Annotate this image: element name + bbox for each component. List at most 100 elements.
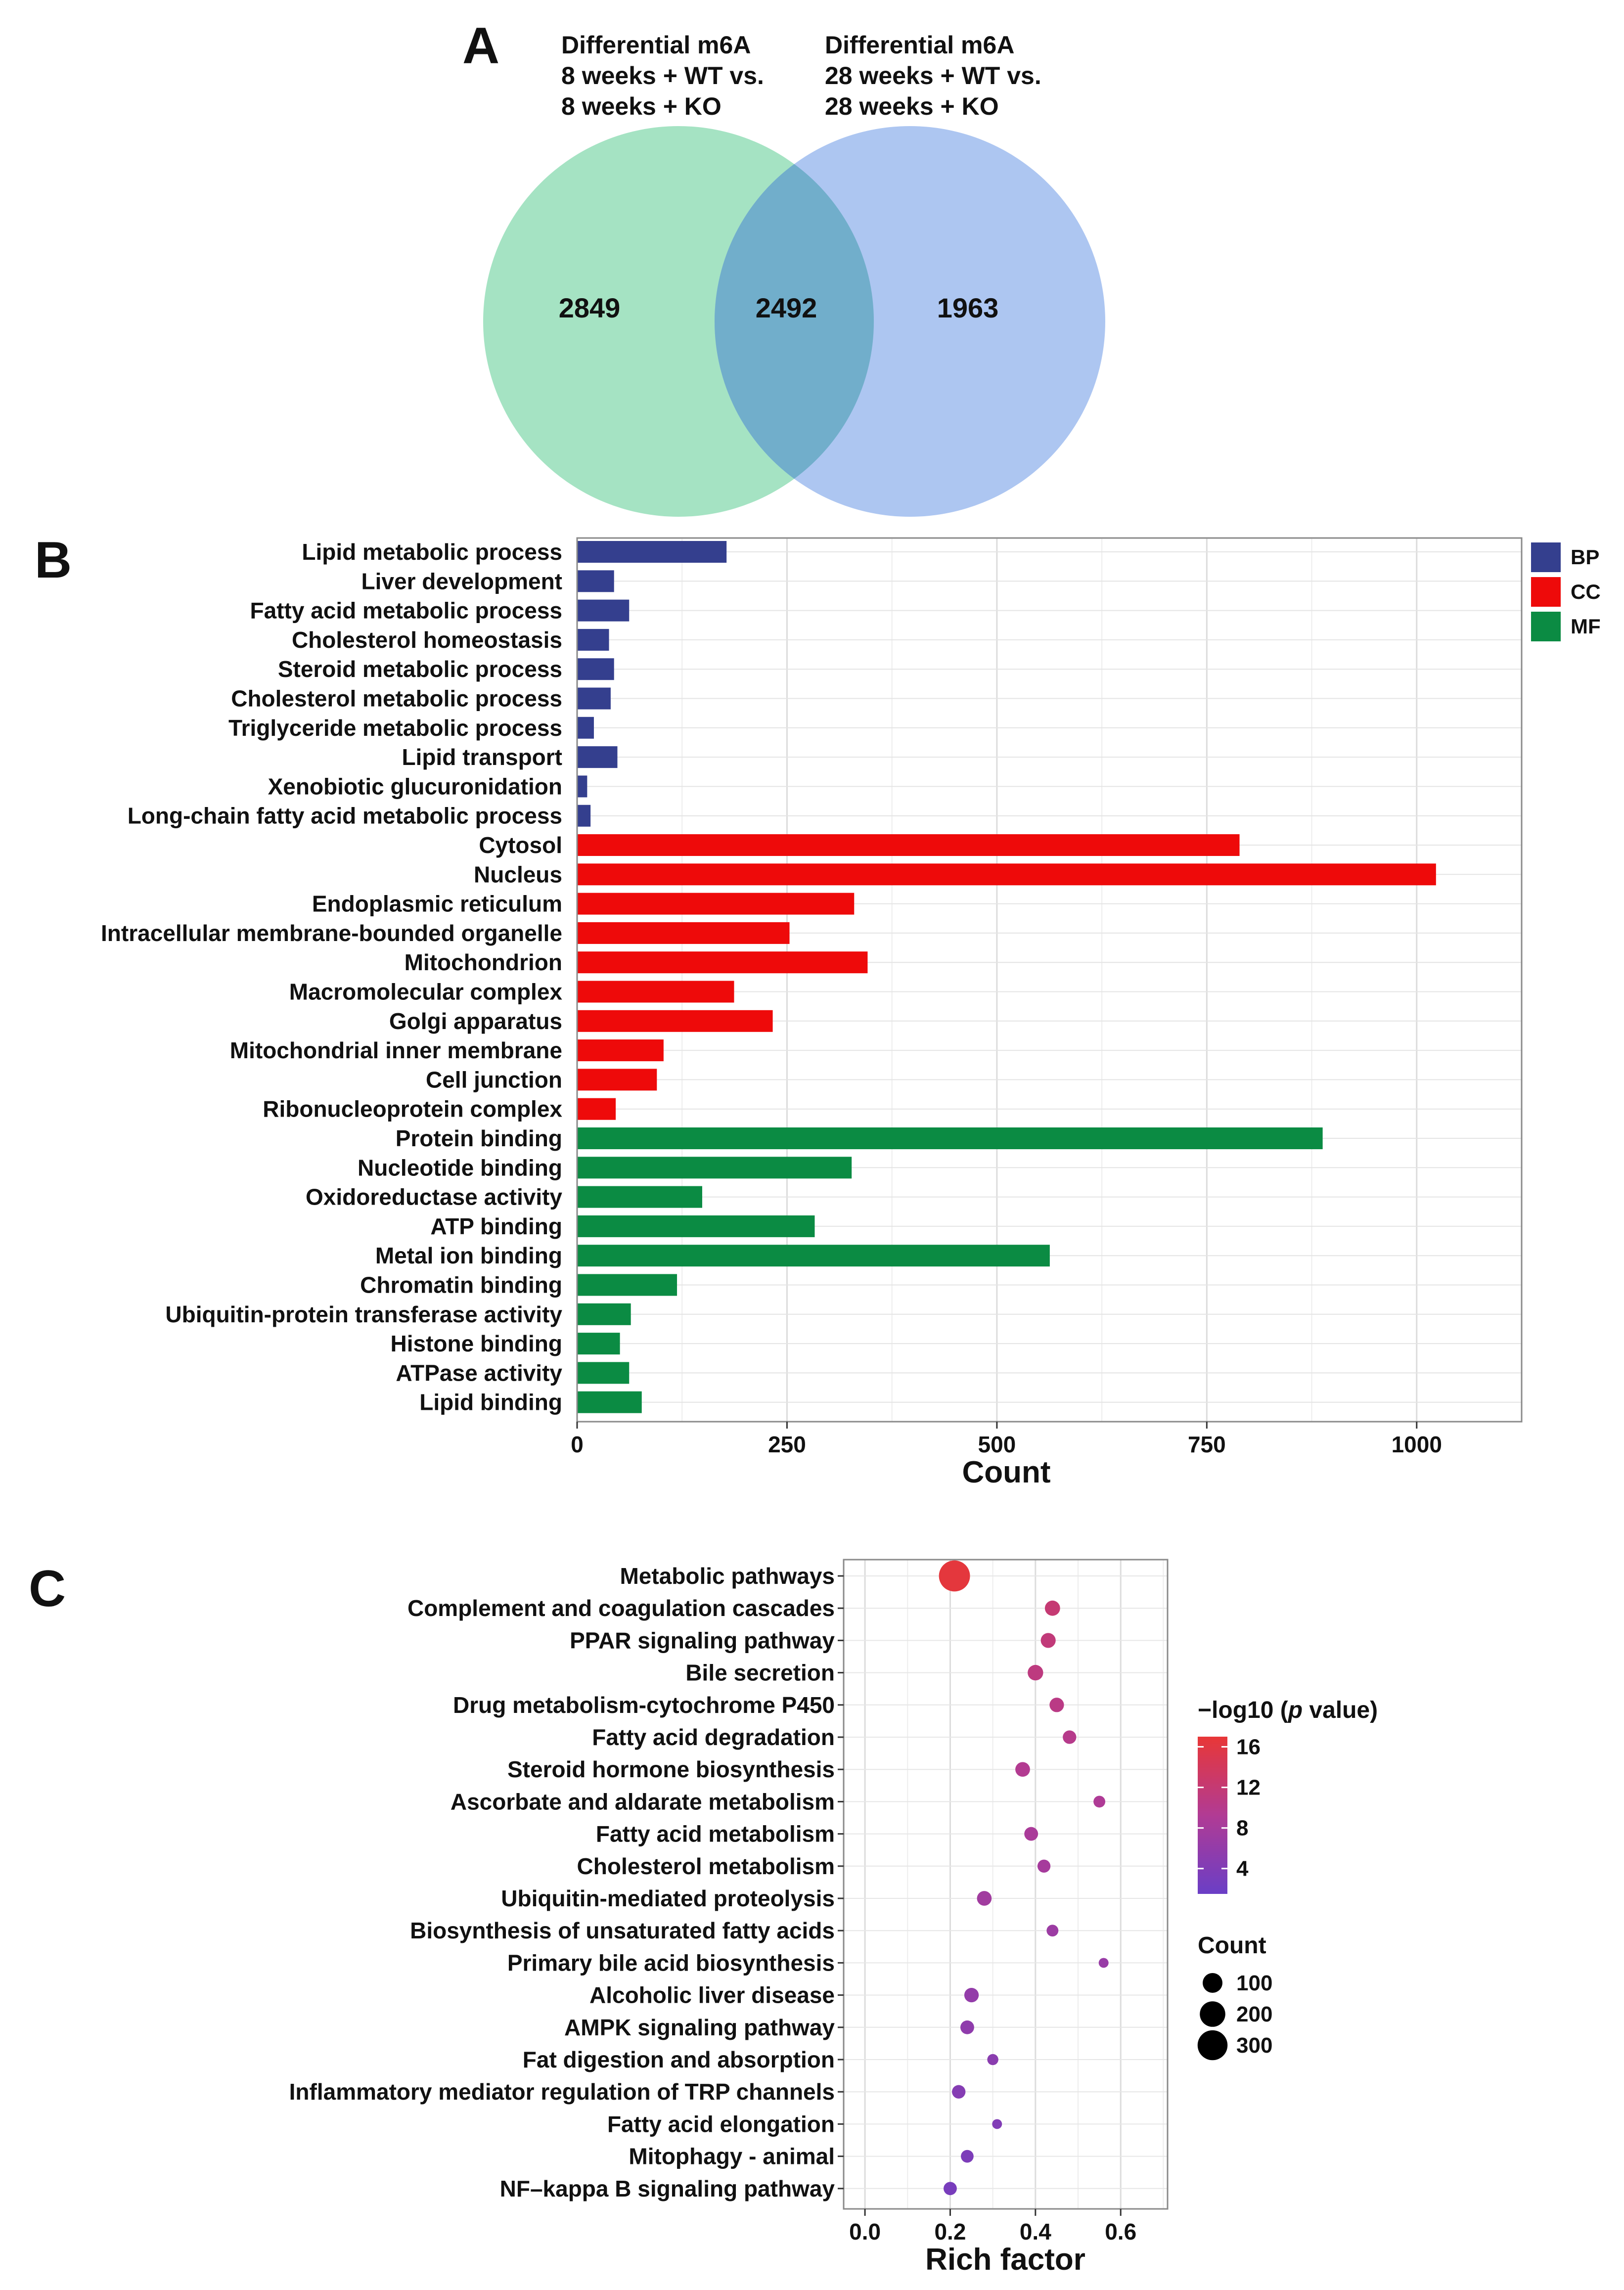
venn-diagram: Differential m6A 8 weeks + WT vs. 8 week… [483, 31, 1105, 517]
dot-x-tick-label-0-4: 0.4 [1020, 2219, 1051, 2245]
dot-bile-secretion [1028, 1664, 1043, 1681]
panel-label-c: C [29, 1560, 66, 1617]
color-legend-title: −log10 (p value) [1198, 1697, 1378, 1723]
venn-set-1-label-line-1: Differential m6A [561, 31, 751, 59]
bar-triglyceride-metabolic-process [577, 717, 594, 739]
dot-complement-and-coagulation-cascades [1044, 1600, 1060, 1616]
dot-alcoholic-liver-disease [964, 1987, 979, 2003]
dot-label-primary-bile-acid-biosynthesis: Primary bile acid biosynthesis [507, 1950, 835, 1976]
bar-x-ticks: 0 250 500 750 1000 [571, 1422, 1442, 1457]
panel-label-b: B [35, 532, 72, 589]
legend-bp-swatch [1531, 542, 1561, 572]
bar-nucleotide-binding [577, 1157, 852, 1179]
dot-x-tick-label-0-6: 0.6 [1105, 2219, 1136, 2245]
dot-nf-kappa-b-signaling-pathway [944, 2182, 957, 2196]
dot-label-ppar-signaling-pathway: PPAR signaling pathway [570, 1627, 835, 1653]
dot-fatty-acid-metabolism [1024, 1827, 1038, 1841]
bar-long-chain-fatty-acid-metabolic-process [577, 805, 591, 827]
bar-ribonucleoprotein-complex [577, 1098, 616, 1120]
bar-label-nucleotide-binding: Nucleotide binding [358, 1155, 562, 1180]
dot-x-tick-label-0-2: 0.2 [934, 2219, 966, 2245]
panel-label-a: A [462, 17, 499, 75]
bar-x-tick-label-250: 250 [768, 1432, 806, 1457]
bar-fatty-acid-metabolic-process [577, 599, 630, 622]
dot-grid [844, 1560, 1168, 2209]
size-legend-label-200: 200 [1236, 2002, 1272, 2026]
bar-nucleus [577, 863, 1436, 886]
bar-plot-background [577, 538, 1522, 1422]
bar-mitochondrial-inner-membrane [577, 1039, 664, 1062]
dot-label-fatty-acid-metabolism: Fatty acid metabolism [596, 1821, 835, 1847]
bar-label-lipid-metabolic-process: Lipid metabolic process [302, 539, 562, 565]
bar-golgi-apparatus [577, 1010, 773, 1032]
bar-label-histone-binding: Histone binding [390, 1331, 562, 1356]
color-legend-tick-label-16: 16 [1236, 1735, 1261, 1759]
bar-endoplasmic-reticulum [577, 893, 855, 915]
bar-series [577, 541, 1436, 1413]
dot-label-mitophagy-animal: Mitophagy - animal [629, 2144, 835, 2169]
venn-set-2-label-line-3: 28 weeks + KO [825, 92, 999, 120]
size-legend-dot-300 [1197, 2030, 1228, 2061]
bar-x-axis-title: Count [962, 1455, 1050, 1489]
bar-label-atp-binding: ATP binding [430, 1213, 562, 1239]
bar-oxidoreductase-activity [577, 1186, 702, 1208]
dot-label-ubiquitin-mediated-proteolysis: Ubiquitin-mediated proteolysis [501, 1886, 835, 1911]
dot-cholesterol-metabolism [1037, 1859, 1051, 1873]
bar-label-golgi-apparatus: Golgi apparatus [389, 1008, 562, 1034]
kegg-dot-plot: Metabolic pathways Complement and coagula… [289, 1559, 1378, 2277]
dot-ampk-signaling-pathway [960, 2020, 974, 2034]
legend-cc-swatch [1531, 577, 1561, 607]
dot-plot-background [844, 1560, 1168, 2209]
dot-label-cholesterol-metabolism: Cholesterol metabolism [577, 1853, 835, 1879]
bar-metal-ion-binding [577, 1245, 1050, 1267]
dot-label-nf-kappa-b-signaling-pathway: NF–kappa B signaling pathway [500, 2176, 835, 2201]
bar-x-tick-label-750: 750 [1188, 1432, 1226, 1457]
bar-label-protein-binding: Protein binding [396, 1125, 562, 1151]
size-legend-dot-100 [1203, 1973, 1222, 1993]
dot-x-axis-title: Rich factor [925, 2243, 1085, 2277]
bar-plot-frame [576, 537, 1523, 1423]
color-legend-bar [1198, 1737, 1227, 1894]
bar-label-chromatin-binding: Chromatin binding [360, 1272, 562, 1298]
bar-label-ribonucleoprotein-complex: Ribonucleoprotein complex [263, 1096, 562, 1122]
bar-chromatin-binding [577, 1274, 677, 1296]
bar-cytosol [577, 834, 1240, 856]
dot-label-complement-and-coagulation-cascades: Complement and coagulation cascades [407, 1595, 835, 1621]
bar-label-long-chain-fatty-acid-metabolic-process: Long-chain fatty acid metabolic process [128, 803, 562, 829]
bar-label-oxidoreductase-activity: Oxidoreductase activity [306, 1184, 562, 1210]
size-legend-dot-200 [1200, 2001, 1225, 2027]
dot-biosynthesis-of-unsaturated-fatty-acids [1046, 1925, 1059, 1937]
dot-label-metabolic-pathways: Metabolic pathways [620, 1563, 835, 1589]
bar-label-liver-development: Liver development [361, 568, 562, 594]
bar-histone-binding [577, 1333, 620, 1355]
dot-ubiquitin-mediated-proteolysis [977, 1891, 992, 1906]
dot-primary-bile-acid-biosynthesis [1098, 1958, 1109, 1968]
dot-label-ascorbate-and-aldarate-metabolism: Ascorbate and aldarate metabolism [451, 1789, 835, 1814]
bar-x-tick-label-0: 0 [571, 1432, 584, 1457]
dot-drug-metabolism-cytochrome-p450 [1049, 1698, 1064, 1712]
legend-mf-label: MF [1571, 615, 1601, 638]
color-legend-ticks: 4 8 12 16 [1198, 1735, 1261, 1881]
bar-label-triglyceride-metabolic-process: Triglyceride metabolic process [228, 715, 562, 741]
bar-lipid-binding [577, 1391, 642, 1413]
bar-lipid-transport [577, 746, 618, 768]
dot-label-fat-digestion-and-absorption: Fat digestion and absorption [523, 2047, 835, 2072]
dot-label-alcoholic-liver-disease: Alcoholic liver disease [589, 1982, 835, 2008]
size-legend-items: 100 200 300 [1197, 1971, 1272, 2061]
bar-x-tick-label-1000: 1000 [1392, 1432, 1442, 1457]
bar-label-cytosol: Cytosol [479, 832, 562, 858]
venn-set-2-label-line-1: Differential m6A [825, 31, 1014, 59]
bar-label-cholesterol-metabolic-process: Cholesterol metabolic process [231, 686, 562, 712]
bar-cholesterol-homeostasis [577, 629, 609, 651]
bar-protein-binding [577, 1127, 1323, 1149]
dot-label-fatty-acid-degradation: Fatty acid degradation [592, 1724, 835, 1750]
color-legend-tick-label-4: 4 [1236, 1857, 1249, 1881]
color-legend-tick-label-8: 8 [1236, 1816, 1248, 1841]
go-bar-chart: Lipid metabolic process Liver development… [101, 537, 1601, 1489]
venn-set-2-label-line-2: 28 weeks + WT vs. [825, 62, 1041, 90]
dot-series [939, 1560, 1109, 2196]
bar-label-intracellular-membrane-bounded-organelle: Intracellular membrane-bounded organelle [101, 920, 562, 946]
dot-fat-digestion-and-absorption [987, 2054, 998, 2065]
venn-set-1-label-line-2: 8 weeks + WT vs. [561, 62, 764, 90]
